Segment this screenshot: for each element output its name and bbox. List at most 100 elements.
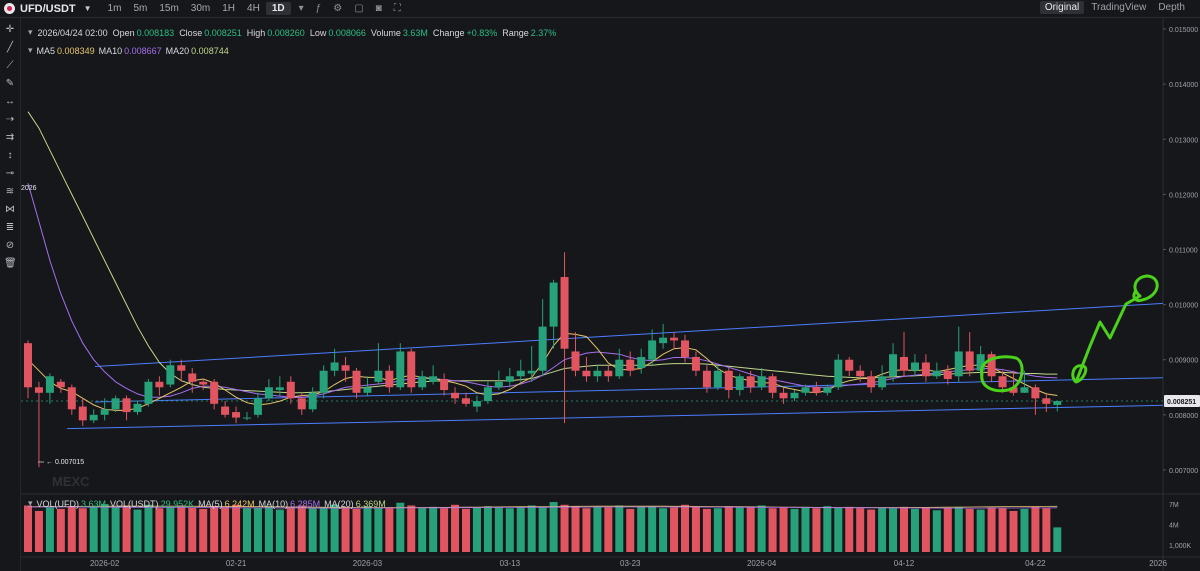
candle-body xyxy=(243,417,251,419)
pair-selector[interactable]: UFD/USDT ▼ xyxy=(0,0,92,17)
volume-bar xyxy=(210,506,219,552)
candle-body xyxy=(297,398,306,410)
ray-icon[interactable]: ⟋ xyxy=(6,60,14,71)
candle-body xyxy=(900,356,908,371)
volume-bar xyxy=(221,506,230,552)
candle-body xyxy=(845,359,854,371)
parallel-channel-icon[interactable]: ⇉ xyxy=(5,132,15,143)
horizontal-line-icon[interactable]: ↔ xyxy=(5,96,15,107)
collapse-icon[interactable]: ▾ xyxy=(28,45,33,55)
interval-15m[interactable]: 15m xyxy=(159,3,179,14)
volume-bar xyxy=(1031,506,1040,552)
candle-body xyxy=(516,370,525,377)
volume-bar xyxy=(954,506,963,552)
date-tick-label: 2026-03 xyxy=(353,559,383,568)
volume-label: Volume xyxy=(370,27,401,38)
collapse-icon[interactable]: ▾ xyxy=(28,27,33,37)
candle-body xyxy=(374,370,383,382)
interval-1d[interactable]: 1D xyxy=(265,2,291,15)
candle-body xyxy=(385,370,394,388)
candle-body xyxy=(67,387,76,410)
candle-body xyxy=(330,362,339,371)
price-tick-label: 0.007000 xyxy=(1169,468,1198,475)
candle-body xyxy=(724,370,733,391)
candle-body xyxy=(363,387,372,393)
volume-bar xyxy=(352,508,361,552)
fib-icon[interactable]: ≋ xyxy=(5,186,15,197)
horizontal-ray-icon[interactable]: ⇢ xyxy=(5,114,15,125)
candle-body xyxy=(571,351,580,371)
candle-body xyxy=(626,359,635,371)
volume-bar xyxy=(889,508,898,552)
volume-bar xyxy=(407,505,416,552)
volume-bar xyxy=(823,506,832,552)
candle-body xyxy=(166,365,175,385)
candle-body xyxy=(221,406,230,415)
volume-bar xyxy=(308,508,317,552)
price-tick-label: 0.010000 xyxy=(1169,303,1198,310)
volume-bar xyxy=(1053,527,1062,552)
volume-bar xyxy=(538,506,547,552)
candle-body xyxy=(1009,387,1018,393)
crosshair-icon[interactable]: ✛ xyxy=(5,24,15,35)
dropdown-arrow-icon[interactable]: ▾ xyxy=(298,3,304,14)
candle-body xyxy=(472,401,481,407)
candle-body xyxy=(713,370,722,388)
vol-ma5-value: 6.242M xyxy=(224,498,255,509)
volume-bar xyxy=(604,507,613,552)
candle-body xyxy=(199,381,208,385)
list-icon[interactable]: ≣ xyxy=(5,222,15,233)
ma10-label: MA10 xyxy=(98,45,123,56)
indicator-icon[interactable]: ƒ xyxy=(315,3,322,14)
volume-bar xyxy=(910,508,919,552)
interval-5m[interactable]: 5m xyxy=(133,3,148,14)
candle-body xyxy=(648,340,657,360)
layout-icon[interactable]: ▢ xyxy=(354,3,364,14)
ma5-label: MA5 xyxy=(36,45,56,56)
view-original[interactable]: Original xyxy=(1039,1,1085,14)
vol-ma20-value: 6.369M xyxy=(355,498,386,509)
pattern-icon[interactable]: ⋈ xyxy=(5,204,15,215)
price-pane xyxy=(21,18,1163,492)
date-tick-label: 03-23 xyxy=(620,559,641,568)
volume-bar xyxy=(965,508,974,552)
brush-icon[interactable]: ✎ xyxy=(5,78,15,89)
volume-tick-label: 4M xyxy=(1169,523,1179,530)
change-value: +0.83% xyxy=(466,27,498,38)
view-tradingview[interactable]: TradingView xyxy=(1091,2,1147,13)
ma5-value: 0.008349 xyxy=(57,45,95,56)
price-tick-label: 0.009000 xyxy=(1169,358,1198,365)
candle-body xyxy=(232,412,241,418)
measure-icon[interactable]: ⊸ xyxy=(5,168,15,179)
volume-bar xyxy=(681,504,689,552)
volume-bar xyxy=(900,506,908,552)
candle-body xyxy=(691,356,700,371)
interval-1h[interactable]: 1H xyxy=(222,3,236,14)
trash-icon[interactable]: 🗑 xyxy=(4,258,17,269)
vertical-line-icon[interactable]: ↕ xyxy=(7,150,13,161)
pair-name: UFD/USDT xyxy=(20,2,76,15)
candle-body xyxy=(122,398,131,413)
interval-4h[interactable]: 4H xyxy=(247,3,260,14)
volume-bar xyxy=(286,506,295,552)
settings-icon[interactable]: ⚙ xyxy=(333,3,343,14)
ma-legend: ▾ MA5 0.008349 MA10 0.008667 MA20 0.008744 xyxy=(28,45,229,56)
price-tick-label: 0.015000 xyxy=(1169,27,1198,34)
candle-body xyxy=(396,351,405,388)
interval-1m[interactable]: 1m xyxy=(107,3,122,14)
fullscreen-icon[interactable]: ⛶ xyxy=(393,3,401,14)
volume-bar xyxy=(243,508,251,552)
hide-drawings-icon[interactable]: ⊘ xyxy=(5,240,15,251)
last-price-badge xyxy=(1164,395,1200,408)
vol-usdt-label: VOL(USDT) xyxy=(110,498,159,509)
volume-bar xyxy=(724,506,733,552)
view-depth[interactable]: Depth xyxy=(1158,2,1185,13)
candle-body xyxy=(352,370,361,393)
volume-bar xyxy=(648,506,657,552)
volume-bar xyxy=(943,508,952,552)
trendline-icon[interactable]: ╱ xyxy=(6,42,14,53)
interval-30m[interactable]: 30m xyxy=(190,3,211,14)
collapse-icon[interactable]: ▾ xyxy=(28,498,33,508)
screenshot-icon[interactable]: ◙ xyxy=(375,3,382,14)
